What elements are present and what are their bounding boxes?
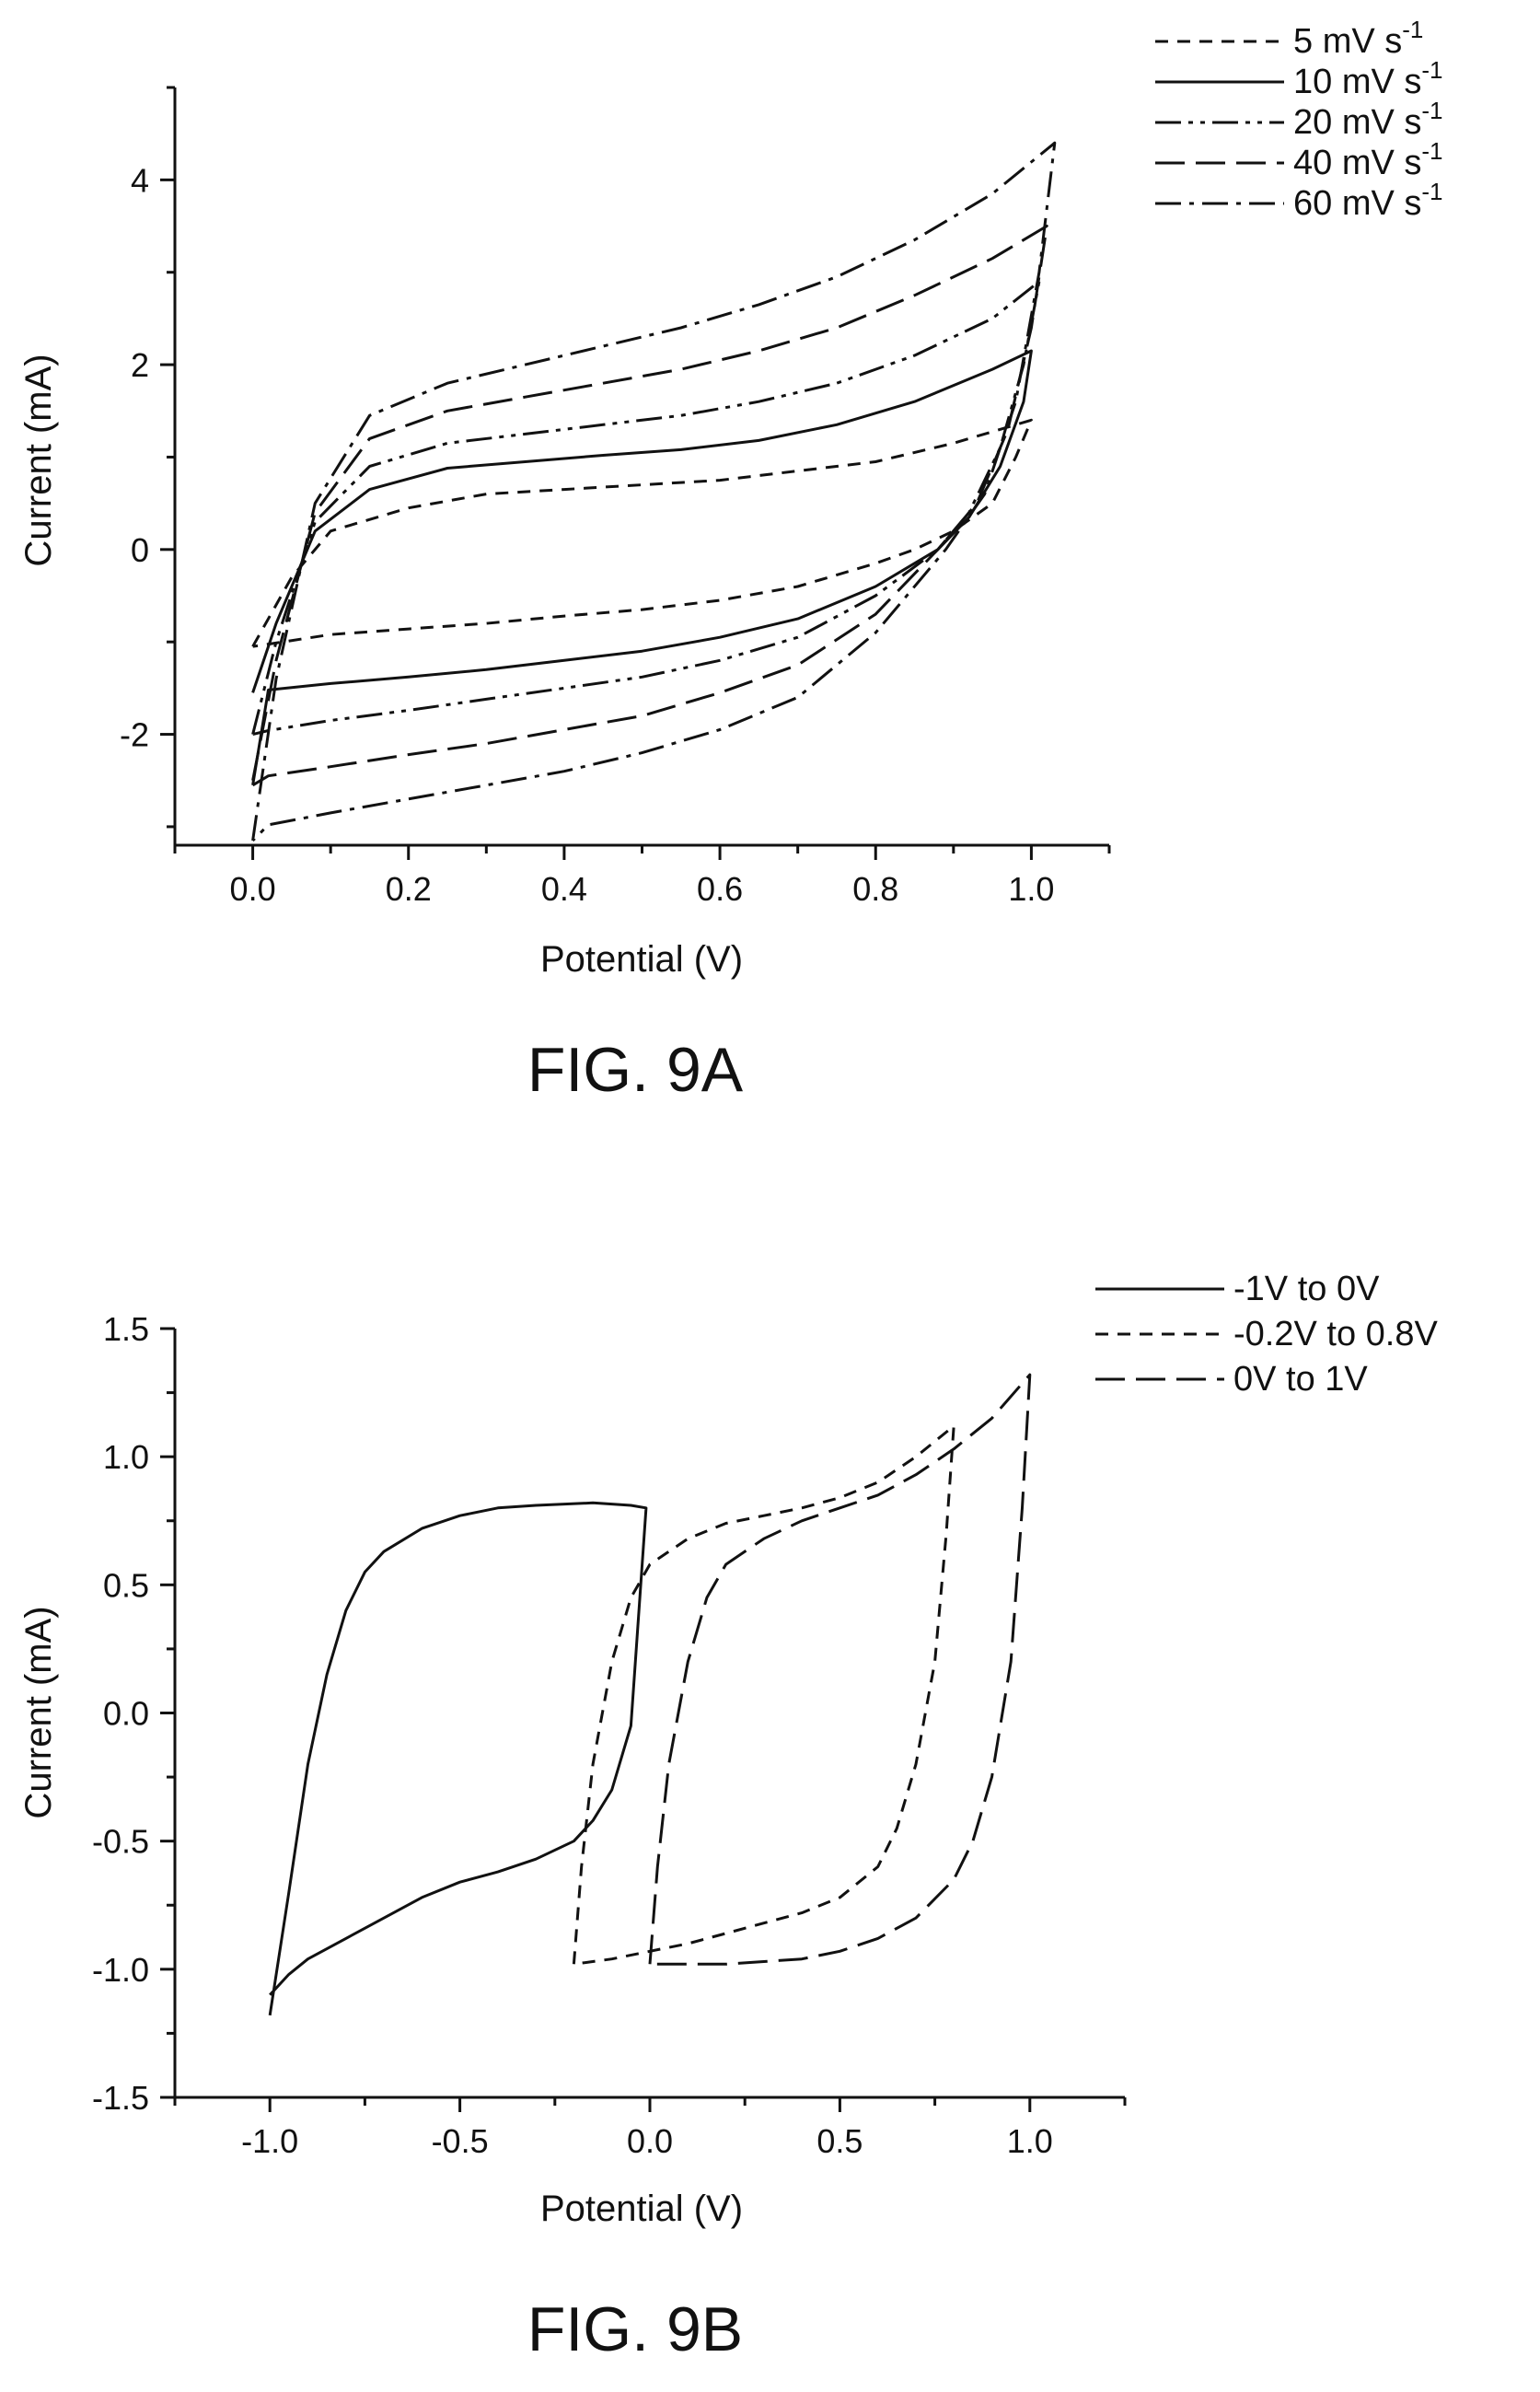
y-tick-label: 1.0 — [103, 1438, 149, 1476]
x-tick-label: 0.6 — [697, 870, 743, 908]
y-tick-label: -0.5 — [92, 1823, 149, 1861]
y-tick-label: 2 — [131, 346, 149, 384]
x-tick-label: -0.5 — [432, 2122, 489, 2160]
chart-9a-x-axis-label: Potential (V) — [540, 939, 743, 980]
legend-label: -1V to 0V — [1233, 1270, 1380, 1308]
y-tick-label: 0.5 — [103, 1566, 149, 1604]
x-tick-label: 0.0 — [230, 870, 276, 908]
x-tick-label: 1.0 — [1007, 2122, 1053, 2160]
legend-label: 0V to 1V — [1233, 1360, 1368, 1399]
y-tick-label: 4 — [131, 161, 149, 199]
x-tick-label: 0.0 — [627, 2122, 673, 2160]
series-line — [268, 1501, 648, 2016]
y-tick-label: 0 — [131, 531, 149, 569]
y-tick-label: 0.0 — [103, 1695, 149, 1733]
legend-label: 10 mV s-1 — [1293, 56, 1443, 101]
series-line — [648, 1373, 1032, 1966]
x-tick-label: 0.2 — [386, 870, 432, 908]
x-tick-label: 0.5 — [816, 2122, 863, 2160]
legend-label: 40 mV s-1 — [1293, 137, 1443, 182]
chart-9a-y-axis-label: Current (mA) — [18, 354, 59, 566]
legend-label: -0.2V to 0.8V — [1233, 1315, 1438, 1353]
chart-9a-series — [251, 141, 1057, 842]
chart-9b-axes: -1.0 -0.5 0.0 0.5 1.0 -1.5 -1.0 -0.5 0.0 0.5 1.0 1.… — [92, 1310, 1127, 2160]
y-tick-label: 1.5 — [103, 1310, 149, 1348]
series-line — [251, 280, 1041, 737]
chart-9b: -1.0 -0.5 0.0 0.5 1.0 -1.5 -1.0 -0.5 0.0 0.5 1.0 1.… — [18, 1270, 1438, 2364]
chart-9a-figure-caption: FIG. 9A — [527, 1035, 744, 1105]
y-tick-label: -1.5 — [92, 2079, 149, 2117]
chart-9b-legend: -1V to 0V -0.2V to 0.8V 0V to 1V — [1095, 1270, 1438, 1399]
chart-9a: 0.0 0.2 0.4 0.6 0.8 1.0 -2 0 2 4 5 mV s-110 mV s-… — [18, 16, 1443, 1105]
y-tick-label: -2 — [120, 716, 149, 754]
series-line — [251, 141, 1057, 842]
chart-9a-axes: 0.0 0.2 0.4 0.6 0.8 1.0 -2 0 2 4 — [120, 86, 1111, 908]
chart-9b-series — [268, 1373, 1032, 2016]
x-tick-label: 0.8 — [852, 870, 898, 908]
y-tick-label: -1.0 — [92, 1951, 149, 1989]
legend-label: 5 mV s-1 — [1293, 16, 1423, 61]
legend-label: 60 mV s-1 — [1293, 178, 1443, 223]
series-line — [251, 418, 1033, 648]
series-line — [251, 225, 1048, 787]
chart-9b-figure-caption: FIG. 9B — [527, 2294, 743, 2364]
x-tick-label: 1.0 — [1008, 870, 1054, 908]
series-line — [572, 1424, 955, 1966]
x-tick-label: 0.4 — [541, 870, 587, 908]
chart-9b-x-axis-label: Potential (V) — [540, 2189, 743, 2229]
chart-9b-y-axis-label: Current (mA) — [18, 1606, 59, 1818]
x-tick-label: -1.0 — [241, 2122, 298, 2160]
chart-9a-legend: 5 mV s-110 mV s-120 mV s-140 mV s-160 mV… — [1155, 16, 1443, 223]
series-line — [251, 349, 1033, 786]
legend-label: 20 mV s-1 — [1293, 97, 1443, 142]
